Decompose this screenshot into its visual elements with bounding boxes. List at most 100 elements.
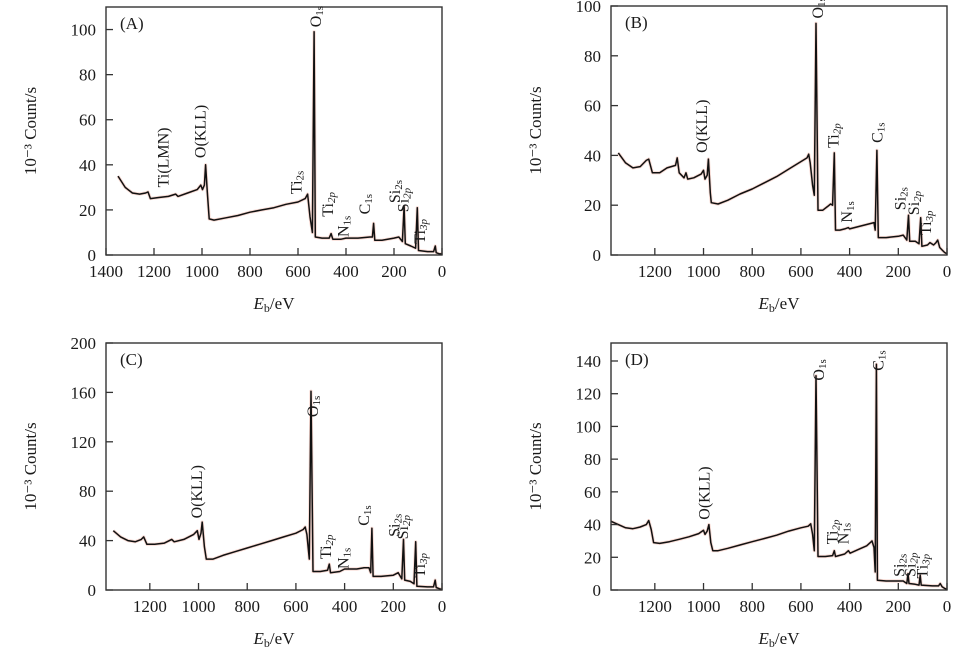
y-tick-label: 100 bbox=[576, 417, 602, 436]
peak-label: Ti2p bbox=[826, 123, 844, 148]
peak-label: Ti3p bbox=[412, 219, 430, 244]
x-tick-label: 1000 bbox=[687, 262, 721, 281]
x-tick-label: 200 bbox=[886, 597, 912, 616]
y-tick-label: 120 bbox=[576, 385, 602, 404]
panel-label: (D) bbox=[625, 350, 649, 369]
peak-label: O(KLL) bbox=[697, 466, 714, 519]
y-axis-title: 10⁻³ Count/s bbox=[526, 86, 545, 174]
y-tick-label: 40 bbox=[584, 516, 601, 535]
x-tick-label: 600 bbox=[285, 262, 311, 281]
x-tick-label: 0 bbox=[438, 597, 447, 616]
y-tick-label: 0 bbox=[593, 246, 602, 265]
peak-label: Ti3p bbox=[918, 210, 936, 235]
x-tick-label: 1200 bbox=[638, 597, 672, 616]
x-tick-label: 1000 bbox=[182, 597, 216, 616]
panel-label: (C) bbox=[120, 350, 143, 369]
y-tick-label: 40 bbox=[584, 146, 601, 165]
peak-label: Si2s bbox=[891, 554, 909, 577]
x-tick-label: 200 bbox=[886, 262, 912, 281]
x-tick-label: 400 bbox=[333, 262, 359, 281]
x-tick-label: 200 bbox=[381, 262, 407, 281]
peak-label: Ti(LMN) bbox=[155, 128, 172, 188]
spectrum-line bbox=[617, 22, 948, 255]
y-tick-label: 60 bbox=[79, 111, 96, 130]
peak-label: Si2s bbox=[893, 187, 911, 210]
peak-label: Si2s bbox=[387, 180, 405, 203]
y-tick-label: 40 bbox=[79, 532, 96, 551]
peak-label: Ti3p bbox=[412, 552, 430, 577]
peak-label: C1s bbox=[870, 122, 888, 142]
y-axis-title: 10⁻³ Count/s bbox=[21, 87, 40, 175]
plot-frame bbox=[610, 5, 948, 256]
y-tick-label: 80 bbox=[584, 47, 601, 66]
x-tick-label: 200 bbox=[381, 597, 407, 616]
x-tick-label: 800 bbox=[234, 597, 260, 616]
x-tick-label: 600 bbox=[788, 262, 814, 281]
x-tick-label: 1200 bbox=[133, 597, 167, 616]
peak-label: Si2p bbox=[906, 190, 924, 215]
peak-label: Si2p bbox=[902, 552, 920, 577]
spectrum-line bbox=[610, 363, 948, 590]
spectrum-halo bbox=[112, 389, 443, 591]
x-tick-label: 400 bbox=[332, 597, 358, 616]
x-tick-label: 800 bbox=[739, 597, 765, 616]
x-tick-label: 0 bbox=[943, 262, 952, 281]
plot-frame bbox=[610, 342, 948, 591]
peak-label: Si2p bbox=[395, 515, 413, 540]
x-tick-label: 800 bbox=[739, 262, 765, 281]
x-axis-title: Eb/eV bbox=[758, 294, 801, 315]
x-tick-label: 1400 bbox=[89, 262, 123, 281]
y-axis-title: 10⁻³ Count/s bbox=[21, 422, 40, 510]
x-axis-title: Eb/eV bbox=[253, 629, 296, 650]
y-tick-label: 20 bbox=[584, 548, 601, 567]
peak-label: Ti2s bbox=[289, 171, 307, 194]
x-tick-label: 600 bbox=[788, 597, 814, 616]
peak-label: Ti2p bbox=[320, 192, 338, 217]
y-tick-label: 60 bbox=[584, 483, 601, 502]
panel-a: 1400 1200 1000 800 600 400 200 0 0 20 40 60 80 100 10⁻… bbox=[21, 6, 446, 315]
y-tick-label: 0 bbox=[88, 246, 97, 265]
peak-label: Ti2p bbox=[824, 519, 842, 544]
y-tick-label: 20 bbox=[79, 201, 96, 220]
x-tick-label: 1200 bbox=[638, 262, 672, 281]
y-tick-label: 100 bbox=[576, 0, 602, 16]
peak-label: O1s bbox=[811, 359, 829, 380]
panel-d: 1200 1000 800 600 400 200 0 0 20 40 60 80 100 120 140 1… bbox=[526, 342, 952, 650]
y-tick-label: 80 bbox=[584, 450, 601, 469]
peak-label: Si2s bbox=[386, 514, 404, 537]
peak-label: Si2p bbox=[395, 187, 413, 212]
panel-b: 1200 1000 800 600 400 200 0 0 20 40 60 80 100 10⁻³ Co… bbox=[526, 0, 951, 315]
y-tick-label: 0 bbox=[593, 581, 602, 600]
x-tick-label: 0 bbox=[943, 597, 952, 616]
x-tick-label: 600 bbox=[283, 597, 309, 616]
spectrum-line bbox=[112, 390, 443, 591]
peak-label: Ti3p bbox=[915, 553, 933, 578]
x-tick-label: 0 bbox=[438, 262, 447, 281]
y-tick-label: 60 bbox=[584, 97, 601, 116]
y-tick-label: 140 bbox=[576, 352, 602, 371]
peak-label: C1s bbox=[871, 350, 889, 370]
peak-label: O(KLL) bbox=[189, 465, 206, 518]
y-tick-label: 120 bbox=[71, 433, 97, 452]
peak-label: N1s bbox=[835, 523, 853, 544]
x-tick-label: 800 bbox=[237, 262, 263, 281]
y-tick-label: 20 bbox=[584, 196, 601, 215]
y-tick-label: 0 bbox=[88, 581, 97, 600]
panel-c: 1200 1000 800 600 400 200 0 0 40 80 120 160 200 10⁻³ … bbox=[21, 334, 446, 650]
y-tick-label: 200 bbox=[71, 334, 97, 353]
spectrum-line bbox=[117, 31, 442, 255]
peak-label: N1s bbox=[335, 216, 353, 237]
peak-label: O1s bbox=[308, 6, 326, 27]
x-axis-title: Eb/eV bbox=[758, 629, 801, 650]
peak-label: C1s bbox=[357, 194, 375, 214]
x-tick-label: 1000 bbox=[185, 262, 219, 281]
x-tick-label: 1000 bbox=[687, 597, 721, 616]
y-tick-label: 80 bbox=[79, 66, 96, 85]
x-tick-label: 400 bbox=[837, 597, 863, 616]
peak-label: O(KLL) bbox=[694, 100, 711, 153]
panel-label: (A) bbox=[120, 14, 144, 33]
plot-frame bbox=[105, 6, 443, 256]
peak-label: N1s bbox=[335, 548, 353, 569]
peak-label: O(KLL) bbox=[193, 105, 210, 158]
